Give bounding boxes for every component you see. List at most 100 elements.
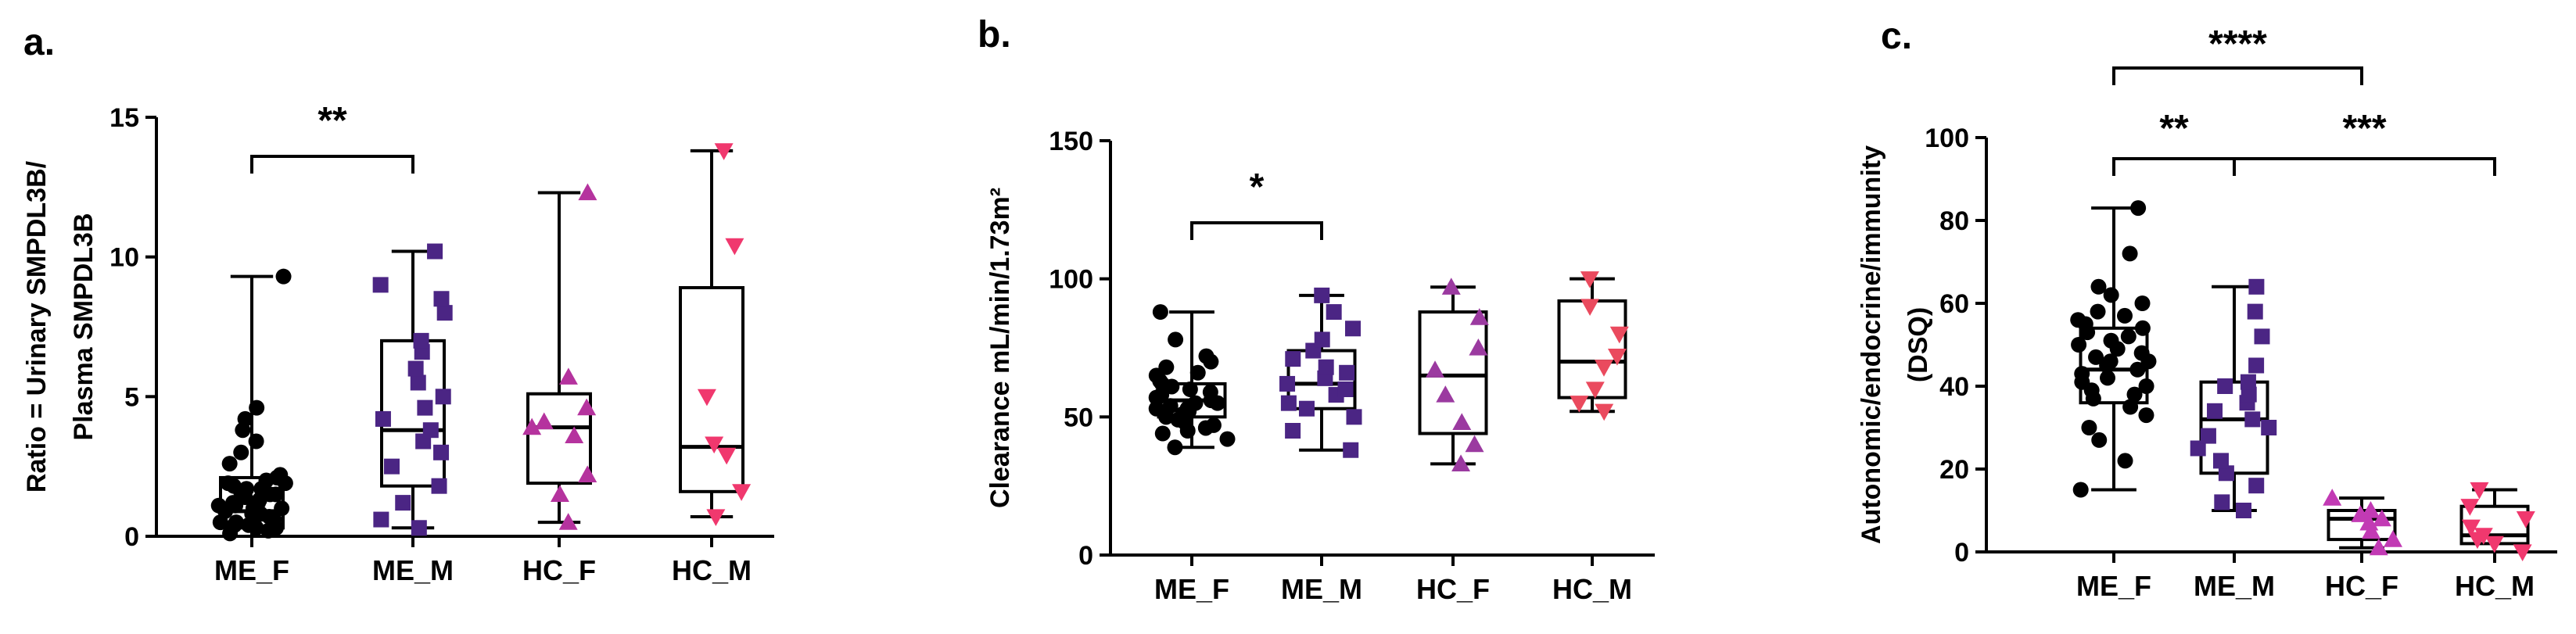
data-point <box>410 374 426 391</box>
data-point <box>221 456 238 472</box>
y-axis-title: Autonomic/endocrine/immunity <box>1857 145 1886 544</box>
y-axis-title: (DSQ) <box>1903 307 1933 382</box>
data-point <box>1202 384 1218 400</box>
data-point <box>436 305 453 321</box>
data-point <box>2190 440 2206 457</box>
panel-label: a. <box>23 22 55 63</box>
x-tick-label: HC_M <box>1552 573 1632 605</box>
data-point <box>1585 381 1605 399</box>
data-point <box>1168 331 1184 348</box>
data-point <box>2083 382 2100 399</box>
data-point <box>717 447 737 465</box>
panel-label: c. <box>1881 16 1912 57</box>
data-point <box>2214 494 2230 510</box>
data-point <box>577 398 597 416</box>
data-point <box>2248 357 2265 374</box>
data-point <box>1182 381 1198 397</box>
significance-bracket <box>1190 221 1323 240</box>
y-tick-label: 60 <box>1939 289 1969 319</box>
data-point <box>2516 511 2535 528</box>
x-tick-label: ME_F <box>1154 573 1229 605</box>
data-point <box>2103 332 2119 349</box>
y-tick-label: 150 <box>1049 127 1093 156</box>
data-point <box>1152 304 1168 321</box>
significance-label: ** <box>2159 108 2189 149</box>
data-point <box>1179 400 1196 417</box>
y-tick-label: 40 <box>1939 372 1969 402</box>
data-point <box>2254 328 2270 345</box>
data-point <box>706 509 726 526</box>
data-point <box>1298 400 1315 417</box>
data-point <box>2090 278 2107 295</box>
panel-a: a. Ratio = Urinary SMPDL3B/Plasma SMPDL3B… <box>22 22 774 586</box>
data-point <box>228 497 244 514</box>
data-point <box>2247 303 2263 320</box>
x-tick-label: ME_F <box>2076 570 2151 602</box>
box-iqr <box>1418 310 1488 435</box>
significance-label: *** <box>2342 108 2386 149</box>
data-point <box>578 183 597 201</box>
data-point <box>2103 287 2119 303</box>
data-point <box>1337 381 1354 397</box>
data-point <box>1469 338 1488 356</box>
data-point <box>1148 389 1164 406</box>
y-tick-label: 0 <box>1078 541 1093 571</box>
data-point <box>1162 398 1179 414</box>
data-point <box>1154 425 1171 442</box>
box-iqr <box>2199 380 2269 475</box>
data-point <box>2248 278 2265 295</box>
data-point <box>248 433 264 450</box>
data-point <box>2126 386 2143 403</box>
data-point <box>2474 528 2493 545</box>
data-point <box>2138 378 2154 394</box>
data-point <box>2100 370 2116 386</box>
data-point <box>417 399 433 416</box>
data-point <box>2485 535 2504 553</box>
data-point <box>2134 296 2151 311</box>
x-tick-label: ME_M <box>1281 573 1362 605</box>
data-point <box>2116 307 2133 324</box>
data-point <box>413 332 429 349</box>
significance-label: * <box>1250 167 1265 208</box>
data-point <box>2248 478 2265 494</box>
y-axis-title: Plasma SMPDL3B <box>69 213 99 441</box>
significance-bracket <box>250 155 414 174</box>
data-point <box>226 517 242 533</box>
data-point <box>1607 349 1627 366</box>
data-point <box>431 478 447 494</box>
data-point <box>253 506 269 522</box>
data-point <box>220 475 236 492</box>
data-point <box>267 520 284 536</box>
panel-b: b. Clearance mL/min/1.73m² 0 50 100 150 ME_F ME… <box>978 14 1655 605</box>
data-point <box>2081 420 2097 435</box>
data-point <box>1580 271 1599 288</box>
box-iqr <box>526 392 592 485</box>
data-point <box>1580 299 1600 316</box>
significance-bracket <box>2112 66 2363 85</box>
data-point <box>2070 312 2086 328</box>
data-point <box>1595 403 1614 421</box>
data-point <box>534 412 554 430</box>
y-tick-label: 0 <box>1954 538 1969 568</box>
data-point <box>732 484 752 501</box>
data-point <box>1198 348 1214 364</box>
significance-label: ** <box>318 100 347 141</box>
y-tick-label: 5 <box>124 382 139 412</box>
x-tick-label: HC_F <box>2325 570 2398 602</box>
data-point <box>1343 442 1359 458</box>
data-point <box>2088 349 2104 365</box>
data-point <box>1314 331 1330 348</box>
data-point <box>2383 530 2402 547</box>
y-tick-label: 10 <box>109 243 139 273</box>
data-point <box>395 495 411 511</box>
data-point <box>1219 431 1236 447</box>
y-tick-label: 20 <box>1939 455 1969 485</box>
data-point <box>249 399 265 416</box>
significance-bracket <box>2112 157 2236 176</box>
significance-label: **** <box>2208 23 2267 65</box>
data-point <box>1451 454 1471 471</box>
data-point <box>239 481 255 497</box>
data-point <box>2091 432 2108 448</box>
data-point <box>2129 361 2146 378</box>
